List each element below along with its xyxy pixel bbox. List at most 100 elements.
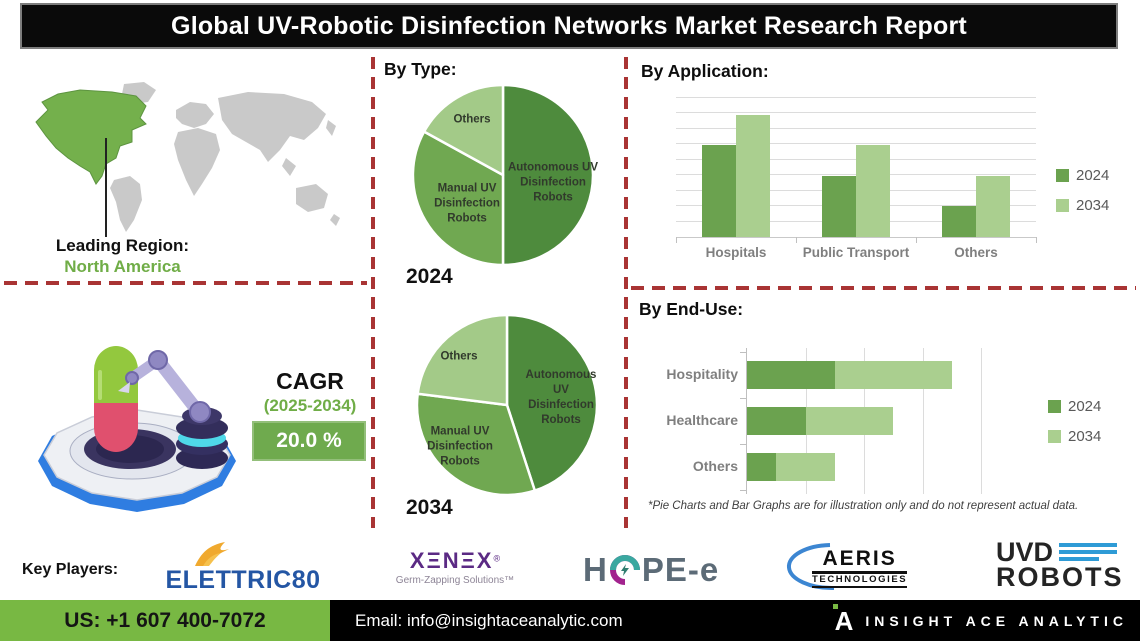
disclaimer-footnote: *Pie Charts and Bar Graphs are for illus… <box>648 500 1079 512</box>
map-pointer-line <box>105 138 107 237</box>
axis-tick <box>740 490 747 491</box>
axis-tick <box>740 398 747 399</box>
pie1-others-label: Others <box>453 113 491 126</box>
pie-slice-autonomous-uv-disinfection-robots <box>505 313 599 492</box>
category-label-others: Others <box>692 457 738 474</box>
cagr-label: CAGR <box>276 368 344 394</box>
pie-chart-by-type-2034: Others Autonomous UV Disinfection Robots… <box>414 312 600 498</box>
axis-tick <box>740 352 747 353</box>
application-category-labels: Hospitals Public Transport Others <box>676 245 1036 263</box>
pie1-manual-label: Manual UV Disinfection Robots <box>434 182 500 225</box>
axis-tick <box>796 237 797 243</box>
vertical-divider-right <box>624 57 628 528</box>
pie-slice-manual-uv-disinfection-robots <box>415 392 537 497</box>
axis-tick <box>1036 237 1037 243</box>
bar-2034-hospitals <box>736 114 770 237</box>
cagr-period: (2025-2034) <box>263 396 357 415</box>
horizontal-divider-left <box>4 281 367 285</box>
australia-region <box>296 184 328 212</box>
phone-contact[interactable]: US: +1 607 400-7072 <box>0 600 330 641</box>
bar-2024-others <box>747 452 777 481</box>
legend-swatch-2034 <box>1048 430 1061 443</box>
pie-slice-others <box>416 313 509 407</box>
pie2-manual-label: Manual UV Disinfection Robots <box>427 425 493 468</box>
hope-e-swirl-icon <box>609 555 640 585</box>
green-dot-icon <box>832 603 838 609</box>
logo-aeris: AERIS TECHNOLOGIES <box>786 542 956 592</box>
uvd-wordmark: UVD <box>996 537 1054 567</box>
south-america-region <box>110 176 142 232</box>
europe-region <box>176 102 214 128</box>
xenex-registered-mark: ® <box>493 553 501 564</box>
legend-swatch-2034 <box>1056 199 1069 212</box>
world-map <box>35 82 340 232</box>
pie2-year-label: 2034 <box>406 496 453 519</box>
gridline <box>981 348 982 494</box>
leading-region-value: North America <box>64 257 181 276</box>
cagr-value-badge: 20.0 % <box>252 421 366 461</box>
elettric80-wordmark: ELETTRIC80 <box>165 566 321 594</box>
bar-2024-others <box>942 206 976 237</box>
category-label-others: Others <box>954 245 998 260</box>
axis-tick <box>740 444 747 445</box>
bar-2024-hospitals <box>702 145 736 237</box>
footer-bar: US: +1 607 400-7072 Email: info@insighta… <box>0 600 1140 641</box>
application-legend: 2024 2034 <box>1056 167 1109 214</box>
bar-2034-hospitality <box>834 360 952 389</box>
pie2-autonomous-label: Autonomous UV Disinfection Robots <box>525 369 597 426</box>
axis-tick <box>916 237 917 243</box>
legend-label-2024: 2024 <box>1068 398 1102 415</box>
logo-xenex: XΞNΞX® Germ-Zapping Solutions™ <box>390 548 520 586</box>
robots-wordmark: ROBOTS <box>996 561 1124 592</box>
asia-region <box>218 92 326 162</box>
insight-ace-wordmark: INSIGHT ACE ANALYTIC <box>865 612 1128 629</box>
legend-label-2034: 2034 <box>1068 428 1102 445</box>
pie1-year-label: 2024 <box>406 265 453 288</box>
logo-uvd-robots: UVD ROBOTS <box>996 537 1124 592</box>
bar-2034-public-transport <box>856 145 890 237</box>
legend-item-2024: 2024 <box>1048 398 1101 415</box>
category-label-healthcare: Healthcare <box>666 411 738 428</box>
title-bar: Global UV-Robotic Disinfection Networks … <box>20 3 1118 49</box>
gridline <box>676 127 1036 129</box>
email-contact[interactable]: Email: info@insightaceanalytic.com <box>355 610 623 630</box>
category-label-public-transport: Public Transport <box>802 245 910 260</box>
insight-ace-a-icon: A <box>832 603 854 636</box>
legend-item-2034: 2034 <box>1048 428 1101 445</box>
end-use-legend: 2024 2034 <box>1048 398 1101 445</box>
xenex-tagline: Germ-Zapping Solutions™ <box>395 575 515 586</box>
pie2-others-label: Others <box>440 350 478 363</box>
legend-swatch-2024 <box>1056 169 1069 182</box>
uvd-bars-icon <box>1059 543 1118 562</box>
gridline <box>922 348 924 494</box>
end-use-bar-chart <box>740 348 987 494</box>
aeris-sub-wordmark: TECHNOLOGIES <box>812 574 908 588</box>
bar-2024-hospitality <box>747 360 835 389</box>
legend-item-2034: 2034 <box>1056 197 1109 214</box>
gridline <box>676 112 1036 114</box>
pie-chart-by-type-2024: Others Autonomous UV Disinfection Robots… <box>410 82 598 268</box>
elettric80-bird-icon <box>195 542 229 566</box>
key-players-label: Key Players: <box>22 561 119 578</box>
bar-2024-public-transport <box>822 175 856 237</box>
horizontal-divider-right <box>631 286 1136 290</box>
vertical-divider-left <box>371 57 375 528</box>
legend-swatch-2024 <box>1048 400 1061 413</box>
gridline <box>676 143 1036 145</box>
hope-e-prefix: H <box>583 551 608 588</box>
logo-elettric80: ELETTRIC80 <box>138 541 348 595</box>
africa-region <box>174 128 220 196</box>
category-label-hospitality: Hospitality <box>666 365 738 382</box>
bar-2034-others <box>976 175 1010 237</box>
pie-slice-others <box>422 83 505 177</box>
category-label-hospitals: Hospitals <box>705 245 767 260</box>
application-bar-chart <box>676 97 1037 243</box>
pie-slice-autonomous-uv-disinfection-robots <box>501 83 595 267</box>
section-heading-by-type: By Type: <box>384 59 457 79</box>
aeris-wordmark: AERIS <box>812 547 908 574</box>
insight-ace-logo: A INSIGHT ACE ANALYTIC <box>832 600 1128 641</box>
leading-region-label: Leading Region: <box>55 236 190 255</box>
pie-slice-manual-uv-disinfection-robots <box>411 130 505 267</box>
legend-label-2024: 2024 <box>1076 167 1110 184</box>
bar-2024-healthcare <box>747 406 806 435</box>
